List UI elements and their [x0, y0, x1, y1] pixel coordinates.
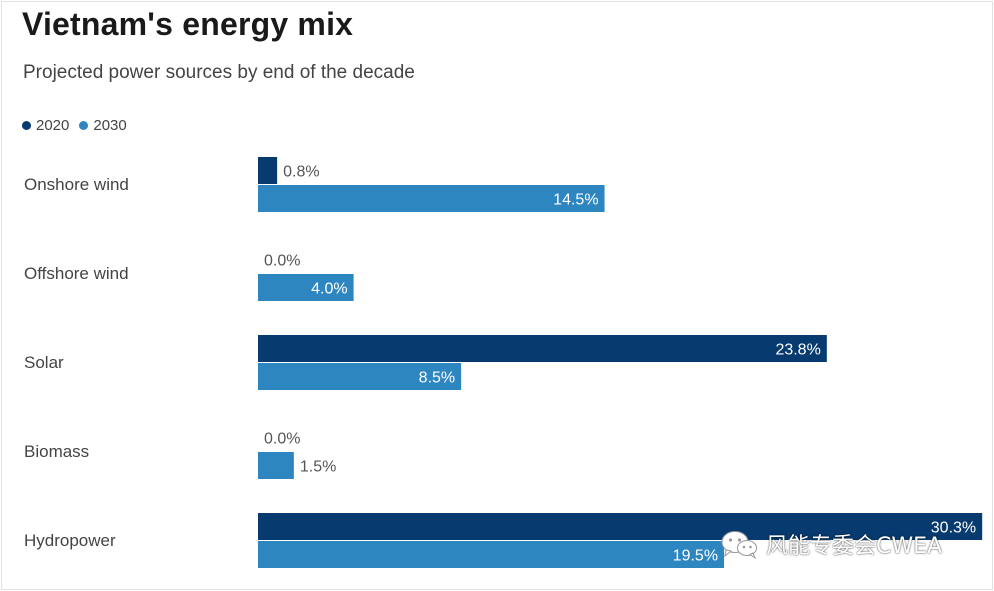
legend-label-2030: 2030 — [93, 117, 127, 134]
data-label-offshore-wind-2020: 0.0% — [264, 253, 300, 270]
data-label-solar-2020: 23.8% — [775, 342, 820, 359]
bar-solar-2030 — [258, 363, 462, 390]
legend-item-2030: 2030 — [79, 117, 127, 134]
data-label-offshore-wind-2030: 4.0% — [311, 281, 347, 298]
chart-title: Vietnam's energy mix — [22, 6, 354, 42]
data-label-hydropower-2030: 19.5% — [673, 548, 718, 565]
data-label-solar-2030: 8.5% — [419, 370, 455, 387]
bar-hydropower-2030 — [258, 541, 725, 568]
wechat-logo-icon — [721, 531, 757, 559]
bar-hydropower-2020 — [258, 513, 983, 540]
data-label-hydropower-2020: 30.3% — [931, 520, 976, 537]
category-label-hydropower: Hydropower — [24, 531, 116, 550]
category-label-offshore-wind: Offshore wind — [24, 264, 129, 283]
legend-item-2020: 2020 — [22, 117, 69, 134]
category-label-onshore-wind: Onshore wind — [24, 175, 129, 194]
bar-solar-2020 — [258, 335, 827, 362]
bar-offshore-wind-2030 — [258, 274, 354, 301]
bar-onshore-wind-2020 — [258, 157, 278, 184]
legend-dot-2030 — [79, 121, 89, 130]
category-label-biomass: Biomass — [24, 442, 89, 461]
data-label-onshore-wind-2030: 14.5% — [553, 192, 598, 209]
legend-dot-2020 — [22, 121, 31, 130]
chart-subtitle: Projected power sources by end of the de… — [23, 62, 415, 83]
legend: 2020 2030 — [22, 117, 137, 134]
legend-label-2020: 2020 — [36, 117, 70, 134]
watermark: 风能专委会CWEA — [720, 528, 942, 560]
data-label-biomass-2030: 1.5% — [300, 459, 336, 476]
data-label-onshore-wind-2020: 0.8% — [283, 164, 319, 181]
category-label-solar: Solar — [24, 353, 64, 372]
bar-onshore-wind-2030 — [258, 185, 605, 212]
watermark-text: 风能专委会CWEA — [766, 534, 943, 559]
data-label-biomass-2020: 0.0% — [264, 431, 300, 448]
bar-biomass-2030 — [258, 452, 294, 479]
